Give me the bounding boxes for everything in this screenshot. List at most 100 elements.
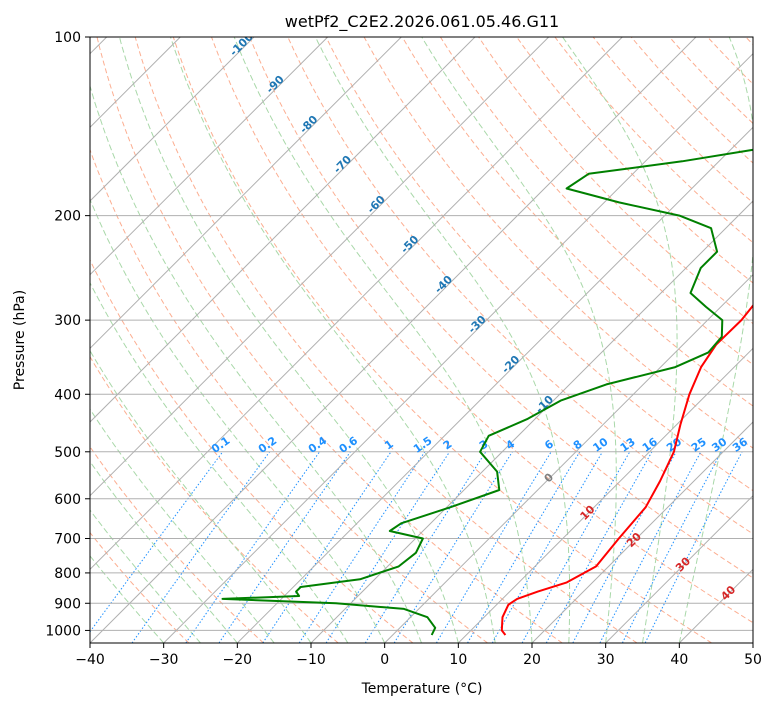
isotherm-label-warm: 20 — [624, 530, 644, 550]
y-tick-label: 200 — [54, 209, 81, 225]
y-axis-label: Pressure (hPa) — [12, 290, 28, 390]
dry-adiabat-line — [249, 37, 753, 579]
dry-adiabat-line — [90, 445, 264, 643]
mixing-ratio-label: 1.5 — [411, 434, 434, 456]
moist-adiabat-line — [119, 37, 459, 643]
x-axis-label: Temperature (°C) — [361, 681, 483, 697]
y-tick-label: 800 — [54, 566, 81, 582]
moist-adiabat-line — [90, 198, 386, 643]
mixing-ratio-line — [218, 451, 351, 643]
isotherm-line — [310, 200, 753, 643]
dry-adiabat-line — [516, 37, 753, 284]
plot-frame — [89, 36, 754, 644]
isotherm-line — [236, 126, 753, 643]
isotherm-line — [678, 568, 753, 643]
y-tick-label: 500 — [54, 445, 81, 461]
temperature-profile-line — [500, 304, 753, 636]
isotherm-label: -60 — [365, 193, 388, 216]
dry-adiabat-line — [325, 37, 753, 492]
profile-lines — [221, 148, 753, 636]
mixing-ratio-label: 0.6 — [337, 434, 361, 456]
x-tick-label: 20 — [523, 652, 541, 668]
isotherm-label: -80 — [297, 113, 320, 136]
isotherm-line — [90, 37, 329, 276]
dry-adiabat-line — [96, 37, 563, 643]
x-tick-label: −30 — [149, 652, 179, 668]
isotherm-label: -70 — [331, 153, 354, 176]
x-tick-label: 10 — [449, 652, 467, 668]
isotherm-line — [90, 37, 255, 202]
dry-adiabat-line — [172, 37, 712, 643]
mixing-ratio-line — [90, 451, 224, 633]
isotherm-line — [384, 273, 753, 643]
isotherm-line — [605, 494, 753, 643]
x-tick-label: 0 — [380, 652, 389, 668]
mixing-ratio-line — [521, 451, 631, 643]
y-tick-label: 700 — [54, 532, 81, 548]
mixing-ratio-label: 4 — [504, 437, 518, 452]
isotherm-line — [163, 52, 753, 643]
y-tick-label: 1000 — [45, 623, 81, 639]
mixing-ratio-label: 2 — [441, 437, 455, 452]
mixing-ratio-line — [644, 451, 743, 643]
dry-adiabat-line — [90, 531, 190, 643]
moist-adiabat-line — [90, 460, 238, 643]
dry-adiabat-line — [287, 37, 753, 535]
mixing-ratio-lines — [90, 451, 743, 643]
dry-adiabat-line — [211, 37, 753, 624]
isotherm-label-warm: 30 — [673, 554, 693, 574]
isotherm-line — [90, 37, 476, 423]
isotherm-line — [531, 421, 753, 643]
y-tick-label: 100 — [54, 30, 81, 46]
isotherm-label-warm: 40 — [718, 583, 738, 603]
x-tick-label: 50 — [744, 652, 762, 668]
moist-adiabat-line — [233, 37, 533, 643]
y-axis-ticks: 100 200 300 400 500 600 700 800 900 1000 — [45, 30, 90, 639]
mixing-ratio-label: 1 — [382, 437, 396, 452]
y-tick-label: 300 — [54, 313, 81, 329]
dry-adiabat-line — [439, 37, 753, 366]
y-tick-label: 900 — [54, 596, 81, 612]
chart-title: wetPf2_C2E2.2026.061.05.46.G11 — [285, 12, 559, 32]
isotherm-line — [90, 37, 623, 571]
x-tick-label: −40 — [75, 652, 105, 668]
mixing-ratio-line — [393, 451, 513, 643]
mixing-ratio-line — [435, 451, 552, 643]
moist-adiabat-line — [90, 509, 201, 643]
plot-area: 0.1 0.2 0.4 0.6 1 1.5 2 3 4 6 8 10 13 16 20 25 30 36-100-… — [90, 37, 753, 643]
pressure-grid — [90, 37, 753, 631]
moist-adiabat-line — [562, 37, 678, 643]
moist-adiabat-line — [90, 281, 349, 643]
moist-adiabat-line — [90, 349, 312, 643]
mixing-ratio-label: 0.4 — [306, 434, 330, 456]
dry-adiabat-line — [478, 37, 753, 325]
isotherm-line — [457, 347, 753, 643]
x-tick-label: 30 — [597, 652, 615, 668]
y-tick-label: 400 — [54, 387, 81, 403]
mixing-ratio-line — [621, 451, 722, 643]
mixing-ratio-line — [491, 451, 603, 643]
isotherm-label: -20 — [499, 353, 522, 376]
dry-adiabat-line — [90, 355, 339, 643]
mixing-ratio-line — [364, 451, 487, 643]
mixing-ratio-line — [599, 451, 702, 643]
isotherm-line — [90, 37, 402, 350]
mixing-ratio-line — [131, 451, 271, 643]
mixing-ratio-line — [467, 451, 581, 643]
dry-adiabat-line — [592, 37, 753, 204]
dry-adiabat-line — [90, 258, 414, 643]
x-tick-label: −20 — [223, 652, 253, 668]
mixing-ratio-line — [325, 451, 451, 643]
dry-adiabat-line — [90, 148, 488, 643]
dry-adiabat-line — [134, 37, 638, 643]
mixing-ratio-line — [185, 451, 321, 643]
moist-adiabat-line — [170, 37, 496, 643]
isotherm-line — [752, 642, 753, 643]
isotherm-label: -40 — [432, 273, 455, 296]
dry-adiabat-line — [363, 37, 753, 449]
dewpoint-profile-line — [221, 148, 753, 636]
mixing-ratio-label: 0.1 — [209, 434, 232, 456]
dry-adiabat-line — [745, 37, 753, 46]
mixing-ratio-line — [572, 451, 677, 643]
isotherm-label: -30 — [466, 313, 489, 336]
